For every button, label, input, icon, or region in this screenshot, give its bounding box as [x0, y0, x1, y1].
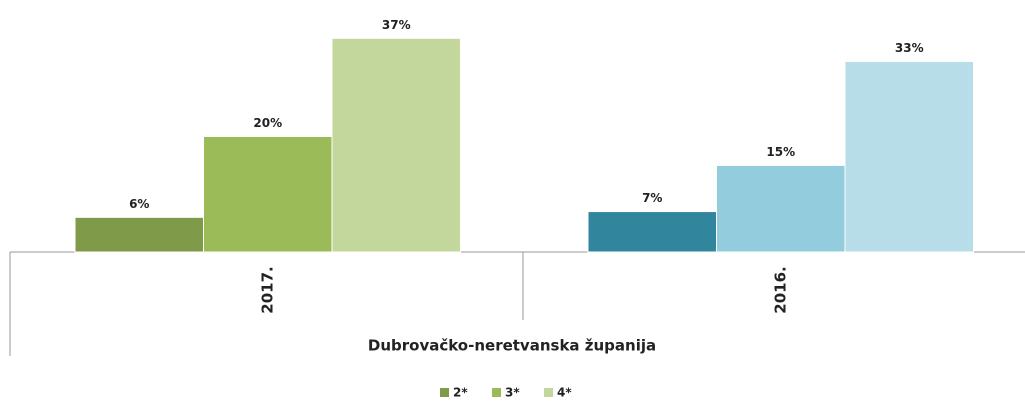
bar: [74, 216, 204, 253]
x-tick-label: 2017.: [258, 266, 276, 313]
legend-label: 3*: [505, 386, 520, 400]
data-label: 20%: [253, 116, 282, 130]
data-label: 37%: [382, 18, 411, 32]
data-label: 15%: [766, 145, 795, 159]
legend-swatch: [440, 388, 449, 397]
legend-swatch: [492, 388, 501, 397]
bar: [203, 136, 333, 253]
data-label: 6%: [129, 197, 149, 211]
legend-label: 2*: [453, 386, 468, 400]
bar: [587, 211, 717, 253]
legend-label: 4*: [557, 386, 572, 400]
bar: [844, 60, 974, 253]
bar: [331, 37, 461, 253]
data-label: 33%: [895, 41, 924, 55]
bar: [716, 164, 846, 253]
x-tick-label: 2016.: [771, 266, 789, 313]
legend-swatch: [544, 388, 553, 397]
group-label: Dubrovačko-neretvanska županija: [368, 337, 656, 355]
data-label: 7%: [642, 191, 662, 205]
